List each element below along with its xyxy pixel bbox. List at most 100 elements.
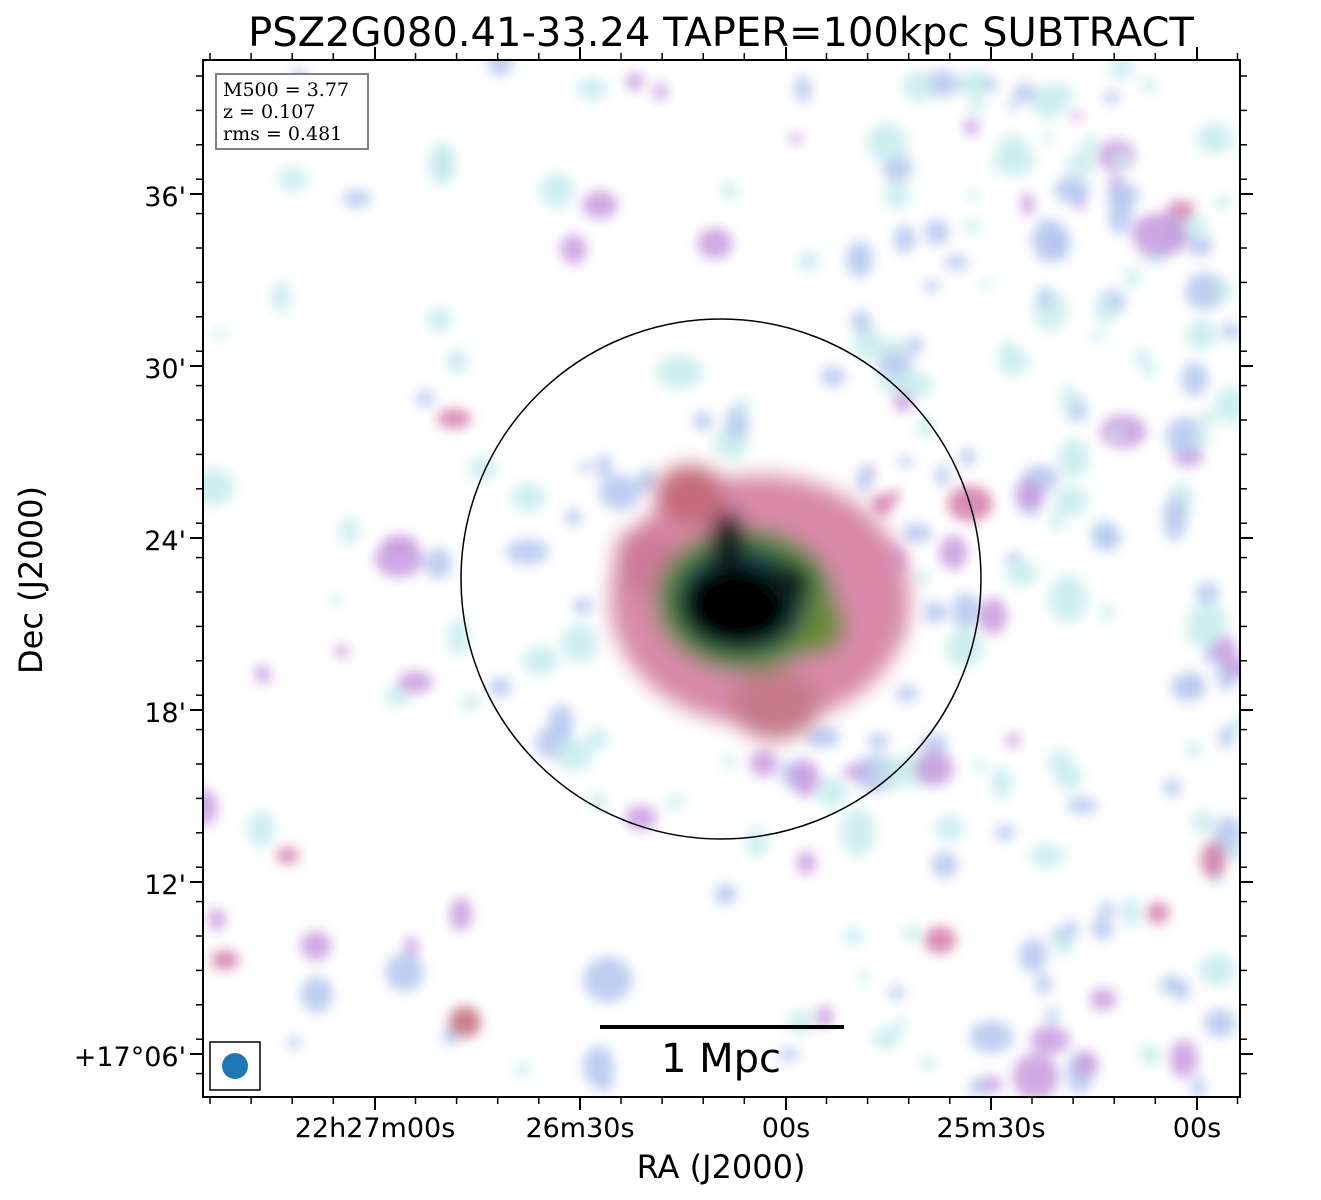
noise-blob xyxy=(1120,897,1141,928)
noise-blob xyxy=(1044,225,1071,261)
noise-blob xyxy=(560,623,599,663)
noise-blob xyxy=(1067,797,1098,814)
noise-blob xyxy=(334,644,349,658)
axis-ticks xyxy=(190,47,1253,1110)
info-redshift: z = 0.107 xyxy=(223,101,315,123)
scale-bar-label: 1 Mpc xyxy=(661,1036,781,1082)
noise-blob xyxy=(1089,988,1117,1011)
noise-blob xyxy=(203,789,218,826)
noise-blob xyxy=(1091,523,1121,552)
noise-blob xyxy=(1226,658,1240,678)
noise-blob xyxy=(1005,560,1038,587)
x-tick-label: 00s xyxy=(1173,1113,1221,1144)
noise-blob xyxy=(968,97,986,114)
noise-blob xyxy=(1204,1008,1234,1038)
noise-blob xyxy=(1070,111,1083,121)
noise-blob xyxy=(1038,286,1052,307)
noise-blob xyxy=(331,591,341,607)
noise-blob xyxy=(722,753,736,770)
noise-blob xyxy=(339,516,359,545)
noise-blob xyxy=(923,601,948,624)
noise-blob xyxy=(468,456,498,481)
noise-blob xyxy=(505,539,549,565)
noise-blob xyxy=(1075,1051,1099,1078)
noise-blob xyxy=(1191,809,1215,835)
noise-blob xyxy=(1054,486,1089,517)
noise-blob xyxy=(488,677,512,698)
noise-blob xyxy=(549,703,574,739)
noise-blob xyxy=(1048,574,1088,623)
noise-blob xyxy=(952,592,979,629)
noise-blob xyxy=(1229,838,1240,865)
noise-blob xyxy=(999,133,1028,160)
noise-blob xyxy=(1053,932,1074,956)
noise-blob xyxy=(583,1045,615,1087)
noise-blob xyxy=(1029,843,1065,869)
noise-blob xyxy=(749,749,778,777)
noise-blob xyxy=(582,191,618,219)
emission-lobe-south xyxy=(730,670,820,740)
noise-blob xyxy=(1139,1044,1160,1066)
noise-blob xyxy=(1160,975,1181,991)
noise-blob xyxy=(1197,410,1218,426)
beam-ellipse xyxy=(222,1053,248,1079)
noise-blob xyxy=(991,767,1013,800)
noise-blob xyxy=(1185,214,1207,239)
emission-lobe-north xyxy=(655,465,725,525)
noise-blob xyxy=(1109,429,1124,440)
noise-blob xyxy=(1109,60,1133,80)
noise-blob xyxy=(852,328,885,361)
noise-blob xyxy=(1000,338,1018,365)
noise-blob xyxy=(735,397,750,414)
noise-blob xyxy=(1186,740,1201,759)
noise-blob xyxy=(1213,636,1237,664)
y-axis-label: Dec (J2000) xyxy=(12,486,50,674)
noise-blob xyxy=(794,75,812,103)
noise-blob xyxy=(665,795,687,809)
noise-blob xyxy=(966,189,979,200)
noise-blob xyxy=(539,172,575,209)
noise-blob xyxy=(895,685,920,702)
noise-blob xyxy=(1012,1053,1059,1097)
noise-blob xyxy=(557,737,593,772)
noise-blob xyxy=(816,776,848,809)
noise-blob xyxy=(805,726,841,748)
noise-blob xyxy=(637,468,657,492)
noise-blob xyxy=(424,547,452,579)
noise-blob xyxy=(845,241,874,278)
noise-blob xyxy=(1005,733,1021,748)
noise-blob xyxy=(1020,192,1035,216)
noise-blob xyxy=(587,727,609,750)
noise-blob xyxy=(1089,331,1105,342)
noise-blob xyxy=(923,279,940,293)
noise-blob xyxy=(1061,384,1077,415)
noise-blob xyxy=(903,70,934,104)
noise-blob xyxy=(300,976,333,1013)
noise-blob xyxy=(1228,717,1240,736)
noise-blob xyxy=(907,335,923,356)
noise-blob xyxy=(573,597,593,615)
noise-blob xyxy=(939,535,968,570)
noise-blob xyxy=(962,219,982,234)
noise-blob xyxy=(247,810,275,848)
emission-core-arm-north xyxy=(710,510,746,570)
info-m500: M500 = 3.77 xyxy=(223,79,349,101)
noise-blob xyxy=(426,306,452,333)
info-box-frame xyxy=(215,73,369,150)
noise-blob xyxy=(714,883,737,905)
info-box: M500 = 3.77 z = 0.107 rms = 0.481 xyxy=(215,73,369,150)
noise-blob xyxy=(900,370,933,398)
noise-blob xyxy=(1125,266,1140,289)
noise-blob xyxy=(815,1005,834,1028)
noise-blob xyxy=(959,447,976,467)
noise-blob xyxy=(916,416,935,438)
noise-blob xyxy=(437,408,471,429)
x-tick-label: 25m30s xyxy=(936,1113,1045,1144)
noise-emission-layer xyxy=(203,60,1240,1097)
noise-blob xyxy=(1141,360,1157,378)
noise-blob xyxy=(1185,319,1218,351)
noise-blob xyxy=(382,535,418,555)
noise-blob xyxy=(1018,938,1048,973)
noise-blob xyxy=(1133,348,1150,365)
